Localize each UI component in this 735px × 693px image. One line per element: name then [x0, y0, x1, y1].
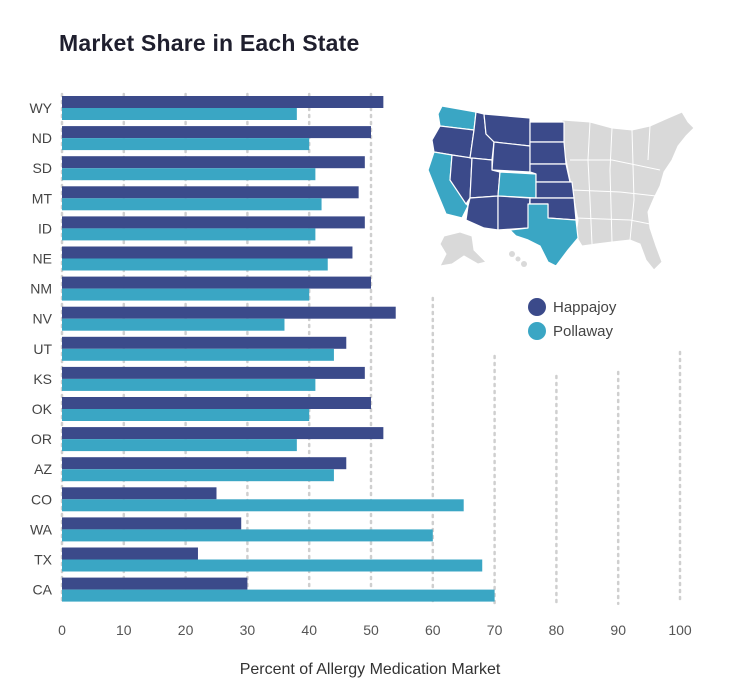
category-label-sd: SD [33, 160, 52, 176]
bar-az-pollaway [62, 469, 334, 482]
bar-ut-happajoy [62, 336, 347, 349]
bar-nv-happajoy [62, 306, 396, 319]
bar-ok-pollaway [62, 409, 310, 421]
bar-nd-pollaway [62, 138, 310, 151]
map-state-border [647, 125, 651, 161]
legend-label-pollaway: Pollaway [553, 323, 614, 340]
category-label-ks: KS [33, 371, 52, 387]
map-state-hi [515, 256, 521, 262]
bar-wy-happajoy [62, 96, 384, 108]
x-tick-90: 90 [610, 622, 626, 638]
map-state-nm [497, 195, 531, 231]
map-state-nv [449, 154, 473, 205]
x-tick-30: 30 [240, 622, 256, 638]
bar-wa-pollaway [62, 529, 433, 542]
bar-or-pollaway [62, 439, 297, 452]
bar-ks-pollaway [62, 378, 316, 391]
bar-mt-happajoy [62, 186, 359, 199]
x-tick-70: 70 [487, 622, 503, 638]
bar-nm-pollaway [62, 288, 310, 301]
legend-label-happajoy: Happajoy [553, 299, 617, 316]
bar-ks-happajoy [62, 366, 365, 379]
map-state-border [609, 127, 613, 243]
bar-sd-happajoy [62, 156, 365, 169]
bar-ca-happajoy [62, 577, 248, 590]
category-label-nd: ND [32, 130, 52, 146]
x-tick-40: 40 [301, 622, 317, 638]
bar-co-happajoy [62, 487, 217, 500]
map-state-ak [439, 231, 487, 267]
map-state-ks [535, 181, 575, 199]
bar-az-happajoy [62, 457, 347, 470]
legend-swatch-pollaway [528, 322, 546, 340]
x-tick-20: 20 [178, 622, 194, 638]
bar-wa-happajoy [62, 517, 242, 530]
bar-wy-pollaway [62, 108, 297, 120]
x-tick-50: 50 [363, 622, 379, 638]
bar-or-happajoy [62, 427, 384, 440]
bar-ne-happajoy [62, 246, 353, 259]
bar-co-pollaway [62, 499, 464, 512]
map-state-sd [529, 141, 567, 165]
category-label-or: OR [31, 431, 52, 447]
map-state-nd [529, 121, 565, 143]
legend: Happajoy Pollaway [528, 298, 617, 340]
category-label-nm: NM [30, 281, 52, 297]
bar-tx-happajoy [62, 547, 198, 560]
x-tick-labels: 0 10 20 30 40 50 60 70 80 90 100 [58, 622, 692, 638]
category-labels: WY ND SD MT ID NE NM NV UT KS OK OR AZ CO WA TX CA [29, 100, 52, 598]
bar-sd-pollaway [62, 168, 316, 181]
bar-id-happajoy [62, 216, 365, 229]
map-state-az [465, 195, 499, 231]
x-tick-60: 60 [425, 622, 441, 638]
chart-title: Market Share in Each State [59, 30, 360, 56]
map-eastern-states [561, 111, 695, 271]
map-state-tx [509, 203, 579, 267]
bar-tx-pollaway [62, 559, 483, 572]
x-tick-100: 100 [668, 622, 692, 638]
bar-ne-pollaway [62, 258, 328, 271]
category-label-ok: OK [32, 401, 53, 417]
map-state-border [629, 129, 635, 241]
category-label-nv: NV [33, 311, 53, 327]
bar-nv-pollaway [62, 318, 285, 331]
map-state-border [587, 121, 593, 245]
category-label-wy: WY [29, 100, 52, 116]
map-state-wy [491, 141, 531, 173]
category-label-tx: TX [34, 552, 53, 568]
category-label-wa: WA [30, 521, 53, 537]
bar-mt-pollaway [62, 198, 322, 211]
map-state-border [570, 159, 661, 171]
x-tick-10: 10 [116, 622, 132, 638]
category-label-mt: MT [32, 190, 53, 206]
map-state-ne [529, 163, 571, 183]
map-state-co [497, 171, 537, 199]
category-label-ut: UT [33, 341, 52, 357]
x-axis-label: Percent of Allergy Medication Market [240, 661, 501, 678]
bar-ca-pollaway [62, 589, 495, 602]
map-state-hi [509, 251, 515, 257]
bar-nm-happajoy [62, 276, 371, 289]
bars [62, 96, 495, 602]
bar-id-pollaway [62, 228, 316, 241]
bar-ut-pollaway [62, 348, 334, 361]
us-map-inset [427, 105, 695, 271]
x-tick-0: 0 [58, 622, 66, 638]
map-state-border [575, 217, 651, 225]
category-label-ne: NE [33, 251, 52, 267]
map-state-border [571, 189, 657, 197]
x-tick-80: 80 [549, 622, 565, 638]
category-label-id: ID [38, 220, 52, 236]
category-label-az: AZ [34, 461, 52, 477]
legend-swatch-happajoy [528, 298, 546, 316]
bar-nd-happajoy [62, 126, 371, 139]
bar-ok-happajoy [62, 397, 371, 409]
category-label-co: CO [31, 491, 52, 507]
category-label-ca: CA [33, 582, 53, 598]
map-state-hi [521, 261, 527, 267]
